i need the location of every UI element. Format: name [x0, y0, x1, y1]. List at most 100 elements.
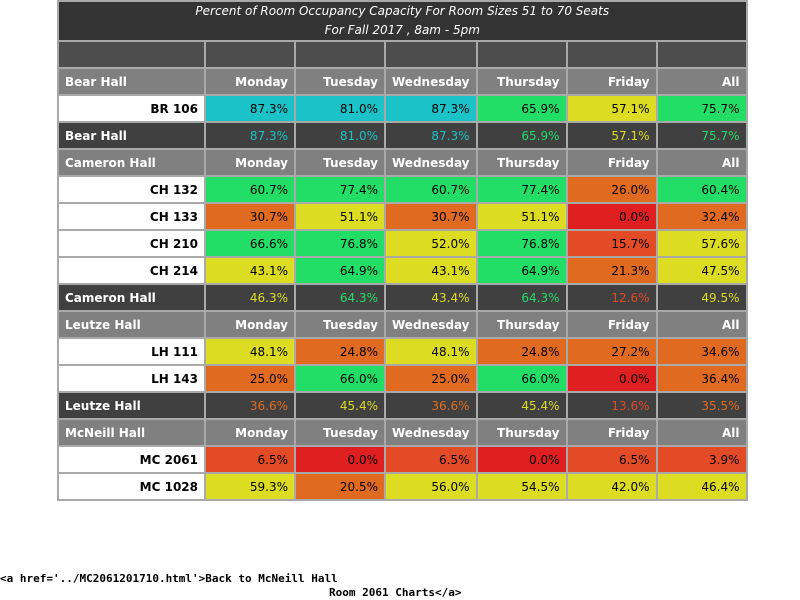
occupancy-cell: 81.0%	[296, 96, 384, 121]
room-label: LH 111	[59, 339, 204, 364]
back-link-line1[interactable]: <a href='../MC2061201710.html'>Back to M…	[0, 572, 338, 585]
day-header: Wednesday	[386, 312, 476, 337]
occupancy-cell: 57.6%	[657, 231, 746, 256]
hall-summary-row: Cameron Hall 46.3% 64.3% 43.4% 64.3% 12.6% 49.…	[59, 285, 746, 310]
title-line-2: For Fall 2017 , 8am - 5pm	[324, 23, 480, 37]
day-header: Tuesday	[296, 69, 384, 94]
occupancy-cell: 59.3%	[206, 474, 294, 499]
day-header: Friday	[567, 312, 656, 337]
day-header: Tuesday	[296, 312, 384, 337]
occupancy-cell: 48.1%	[386, 339, 476, 364]
day-header: Wednesday	[386, 69, 476, 94]
occupancy-cell: 76.8%	[477, 231, 566, 256]
summary-cell: 65.9%	[477, 123, 566, 148]
occupancy-cell: 52.0%	[386, 231, 476, 256]
occupancy-cell: 75.7%	[657, 96, 746, 121]
summary-cell: 81.0%	[296, 123, 384, 148]
day-header: Wednesday	[386, 150, 476, 175]
occupancy-cell: 66.6%	[206, 231, 294, 256]
day-header: Friday	[567, 420, 656, 445]
day-header: Wednesday	[386, 420, 476, 445]
occupancy-cell: 0.0%	[567, 366, 656, 391]
occupancy-cell: 56.0%	[386, 474, 476, 499]
day-header: Monday	[206, 150, 294, 175]
occupancy-cell: 25.0%	[206, 366, 294, 391]
occupancy-cell: 60.7%	[386, 177, 476, 202]
room-label: CH 210	[59, 231, 204, 256]
title-row: Percent of Room Occupancy Capacity For R…	[59, 2, 746, 40]
blank-cell	[657, 42, 746, 67]
back-link-line2[interactable]: Room 2061 Charts</a>	[329, 586, 462, 599]
blank-row	[59, 42, 746, 67]
title-line-1: Percent of Room Occupancy Capacity For R…	[195, 4, 610, 18]
occupancy-cell: 42.0%	[567, 474, 656, 499]
occupancy-cell: 20.5%	[296, 474, 384, 499]
hall-summary-row: Leutze Hall 36.6% 45.4% 36.6% 45.4% 13.6% 35.5…	[59, 393, 746, 418]
occupancy-cell: 27.2%	[567, 339, 656, 364]
room-label: MC 1028	[59, 474, 204, 499]
occupancy-cell: 43.1%	[206, 258, 294, 283]
room-row: MC 1028 59.3% 20.5% 56.0% 54.5% 42.0% 46.4%	[59, 474, 746, 499]
occupancy-cell: 77.4%	[296, 177, 384, 202]
occupancy-cell: 6.5%	[386, 447, 476, 472]
day-header: Friday	[567, 150, 656, 175]
occupancy-cell: 3.9%	[657, 447, 746, 472]
day-header: All	[657, 69, 746, 94]
day-header: Monday	[206, 312, 294, 337]
room-row: CH 132 60.7% 77.4% 60.7% 77.4% 26.0% 60.4%	[59, 177, 746, 202]
blank-cell	[386, 42, 476, 67]
occupancy-cell: 51.1%	[296, 204, 384, 229]
room-label: BR 106	[59, 96, 204, 121]
room-label: MC 2061	[59, 447, 204, 472]
hall-summary-row: Bear Hall 87.3% 81.0% 87.3% 65.9% 57.1% 75.7%	[59, 123, 746, 148]
day-header: Tuesday	[296, 150, 384, 175]
room-label: CH 132	[59, 177, 204, 202]
room-row: CH 133 30.7% 51.1% 30.7% 51.1% 0.0% 32.4%	[59, 204, 746, 229]
occupancy-cell: 25.0%	[386, 366, 476, 391]
occupancy-cell: 30.7%	[386, 204, 476, 229]
hall-summary-label: Leutze Hall	[59, 393, 204, 418]
blank-cell	[59, 42, 204, 67]
room-row: MC 2061 6.5% 0.0% 6.5% 0.0% 6.5% 3.9%	[59, 447, 746, 472]
summary-cell: 46.3%	[206, 285, 294, 310]
day-header: Monday	[206, 420, 294, 445]
occupancy-cell: 66.0%	[296, 366, 384, 391]
day-header: Thursday	[477, 312, 566, 337]
occupancy-cell: 87.3%	[206, 96, 294, 121]
occupancy-cell: 64.9%	[296, 258, 384, 283]
summary-cell: 36.6%	[206, 393, 294, 418]
occupancy-cell: 36.4%	[657, 366, 746, 391]
blank-cell	[296, 42, 384, 67]
occupancy-cell: 0.0%	[567, 204, 656, 229]
occupancy-cell: 6.5%	[206, 447, 294, 472]
occupancy-cell: 76.8%	[296, 231, 384, 256]
occupancy-cell: 26.0%	[567, 177, 656, 202]
occupancy-cell: 48.1%	[206, 339, 294, 364]
blank-cell	[206, 42, 294, 67]
hall-name: McNeill Hall	[59, 420, 204, 445]
hall-header-row: Cameron Hall Monday Tuesday Wednesday Thursd…	[59, 150, 746, 175]
room-row: BR 106 87.3% 81.0% 87.3% 65.9% 57.1% 75.7%	[59, 96, 746, 121]
summary-cell: 45.4%	[296, 393, 384, 418]
occupancy-cell: 66.0%	[477, 366, 566, 391]
hall-header-row: Bear Hall Monday Tuesday Wednesday Thursday F…	[59, 69, 746, 94]
summary-cell: 64.3%	[477, 285, 566, 310]
summary-cell: 49.5%	[657, 285, 746, 310]
summary-cell: 87.3%	[386, 123, 476, 148]
summary-cell: 43.4%	[386, 285, 476, 310]
day-header: All	[657, 312, 746, 337]
occupancy-cell: 32.4%	[657, 204, 746, 229]
room-row: LH 143 25.0% 66.0% 25.0% 66.0% 0.0% 36.4%	[59, 366, 746, 391]
occupancy-cell: 34.6%	[657, 339, 746, 364]
day-header: Thursday	[477, 420, 566, 445]
hall-name: Leutze Hall	[59, 312, 204, 337]
occupancy-cell: 15.7%	[567, 231, 656, 256]
occupancy-cell: 47.5%	[657, 258, 746, 283]
occupancy-cell: 60.7%	[206, 177, 294, 202]
occupancy-cell: 65.9%	[477, 96, 566, 121]
hall-name: Bear Hall	[59, 69, 204, 94]
day-header: Monday	[206, 69, 294, 94]
room-row: LH 111 48.1% 24.8% 48.1% 24.8% 27.2% 34.6%	[59, 339, 746, 364]
blank-cell	[477, 42, 566, 67]
summary-cell: 36.6%	[386, 393, 476, 418]
